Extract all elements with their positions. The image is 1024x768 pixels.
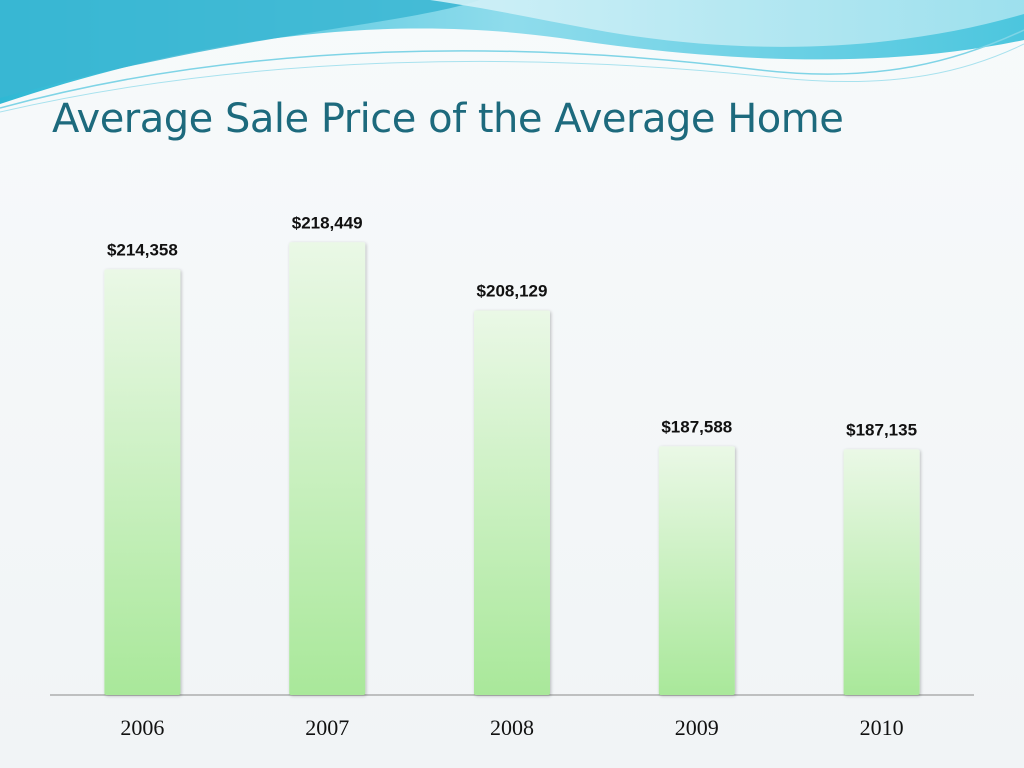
- category-label-2008: 2008: [490, 715, 534, 740]
- category-label-2006: 2006: [120, 715, 164, 740]
- value-label-2007: $218,449: [292, 213, 363, 232]
- value-label-2006: $214,358: [107, 240, 178, 259]
- value-label-2009: $187,588: [661, 417, 732, 436]
- bar-2010: [843, 449, 920, 695]
- decorative-wave-banner: [0, 0, 1024, 113]
- value-label-2010: $187,135: [846, 420, 917, 439]
- category-label-2009: 2009: [675, 715, 719, 740]
- value-label-2008: $208,129: [477, 282, 548, 301]
- bar-2008: [474, 310, 550, 695]
- slide-title: Average Sale Price of the Average Home: [52, 96, 844, 142]
- category-label-2010: 2010: [860, 715, 904, 740]
- bar-2006: [104, 269, 181, 695]
- bar-2007: [289, 242, 366, 695]
- bar-2009: [658, 446, 735, 695]
- category-label-2007: 2007: [305, 715, 349, 740]
